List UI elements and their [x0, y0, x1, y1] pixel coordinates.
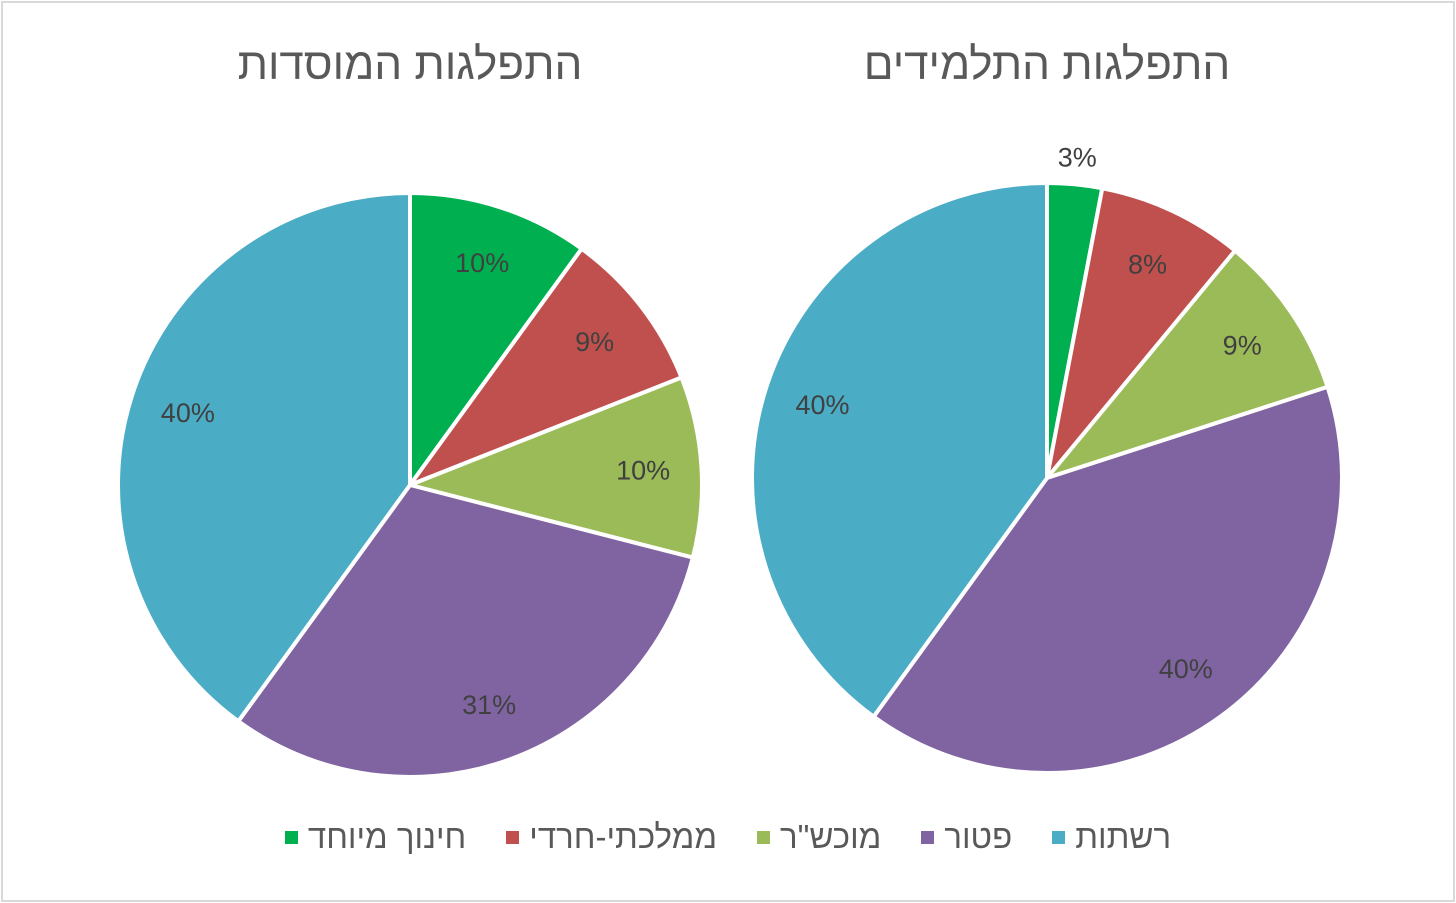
legend-item-patur: פטור: [921, 818, 1012, 856]
pie-slice: [870, 384, 1344, 775]
data-label: 40%: [796, 390, 850, 420]
legend-label: רשתות: [1075, 818, 1172, 855]
legend-swatch: [921, 830, 935, 844]
data-label: 40%: [161, 398, 215, 428]
pie-slice: [408, 190, 585, 492]
legend-swatch: [284, 830, 298, 844]
legend-label: מוכש"ר: [780, 818, 882, 855]
legend-swatch: [1052, 830, 1066, 844]
data-label: 3%: [1058, 142, 1097, 172]
legend-label: ממלכתי-חרדי: [529, 818, 717, 855]
legend-label: חינוך מיוחד: [307, 818, 467, 855]
data-label: 10%: [455, 248, 509, 278]
data-label: 31%: [462, 690, 516, 720]
legend-item-mamlachti-haredi: ממלכתי-חרדי: [506, 818, 717, 856]
pie-slice: [1045, 185, 1238, 480]
pie-slice: [1041, 247, 1331, 483]
legend-item-mukashar: מוכש"ר: [757, 818, 881, 856]
pie-slice: [404, 245, 685, 490]
pie-slice: [403, 374, 704, 561]
legend: רשתות פטור מוכש"ר ממלכתי-חרדי חינוך מיוח…: [0, 818, 1456, 856]
pie-slice: [750, 180, 1049, 720]
pie-slice: [116, 190, 412, 725]
left-chart-title: התפלגות המוסדות: [237, 40, 583, 89]
legend-label: פטור: [944, 818, 1013, 855]
data-label: 8%: [1128, 249, 1167, 279]
legend-item-reshatot: רשתות: [1052, 818, 1171, 856]
legend-item-special-ed: חינוך מיוחד: [284, 818, 467, 856]
pie-slice: [235, 482, 696, 779]
legend-swatch: [757, 830, 770, 844]
data-label: 10%: [616, 455, 670, 485]
data-label: 40%: [1159, 654, 1213, 684]
legend-swatch: [506, 830, 520, 844]
data-label: 9%: [575, 327, 614, 357]
right-chart-title: התפלגות התלמידים: [863, 40, 1231, 89]
data-label: 9%: [1223, 330, 1262, 360]
